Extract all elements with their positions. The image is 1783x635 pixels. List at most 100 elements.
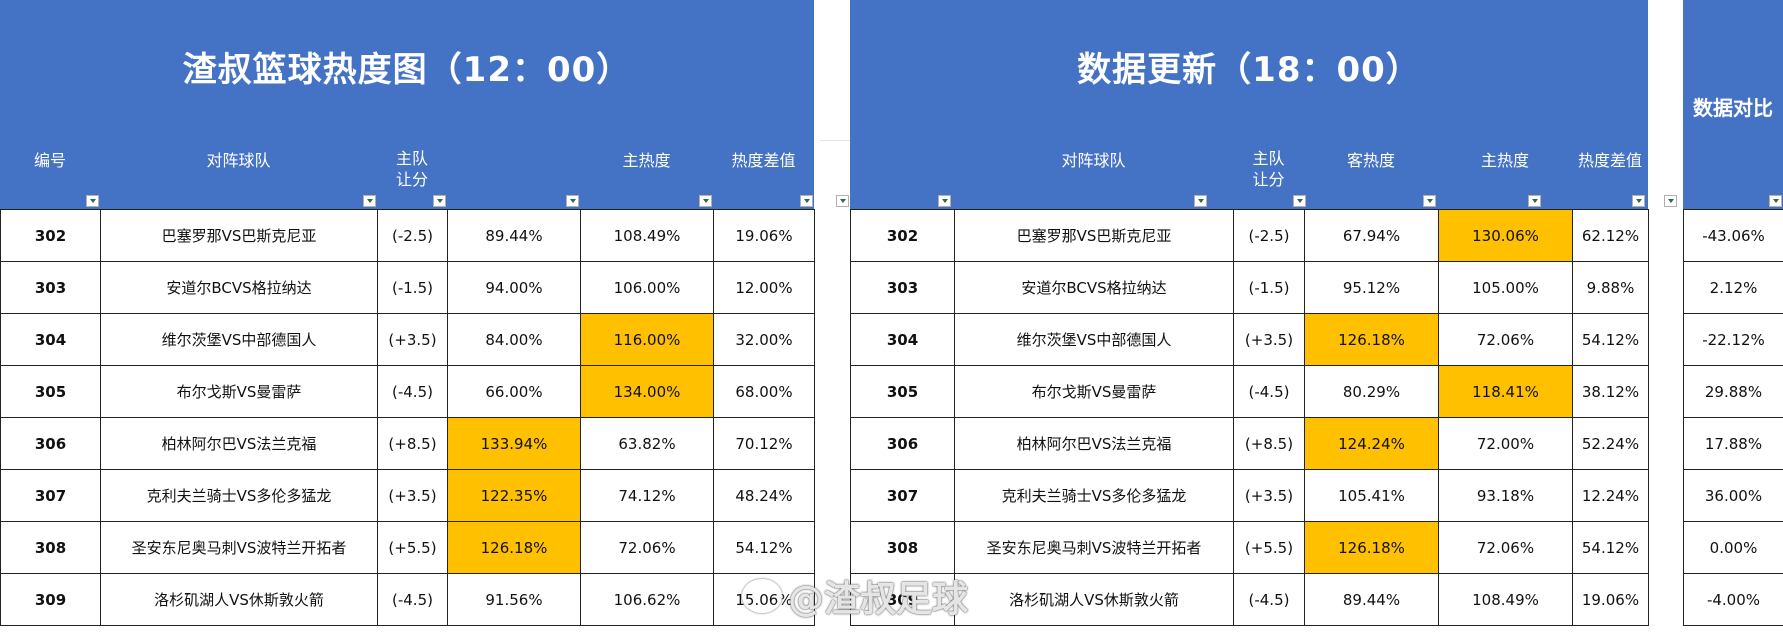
filter-dropdown-id-right[interactable] bbox=[938, 195, 951, 207]
table-row[interactable]: 305 布尔戈斯VS曼雷萨 (-4.5) 66.00% 134.00% 68.00% bbox=[0, 365, 815, 418]
cell-id[interactable]: 306 bbox=[850, 417, 955, 470]
cell-home-heat[interactable]: 72.00% bbox=[1438, 417, 1573, 470]
cell-home-heat[interactable]: 105.00% bbox=[1438, 261, 1573, 314]
cell-away-heat[interactable]: 84.00% bbox=[447, 313, 581, 366]
cell-id[interactable]: 308 bbox=[850, 521, 955, 574]
cell-diff[interactable]: 19.06% bbox=[713, 209, 815, 262]
table-row[interactable]: 305 布尔戈斯VS曼雷萨 (-4.5) 80.29% 118.41% 38.12% bbox=[850, 365, 1649, 418]
table-row[interactable]: 306 柏林阿尔巴VS法兰克福 (+8.5) 133.94% 63.82% 70.12% bbox=[0, 417, 815, 470]
table-row[interactable]: 303 安道尔BCVS格拉纳达 (-1.5) 94.00% 106.00% 12.00% bbox=[0, 261, 815, 314]
cell-diff[interactable]: 9.88% bbox=[1572, 261, 1649, 314]
cell-diff[interactable]: 68.00% bbox=[713, 365, 815, 418]
table-row[interactable]: 36.00% bbox=[1683, 469, 1783, 522]
filter-dropdown-handicap[interactable] bbox=[433, 195, 446, 207]
cell-compare[interactable]: 17.88% bbox=[1683, 417, 1783, 470]
cell-handicap[interactable]: (-2.5) bbox=[377, 209, 448, 262]
table-row[interactable]: -4.00% bbox=[1683, 573, 1783, 626]
cell-handicap[interactable]: (+3.5) bbox=[377, 313, 448, 366]
filter-dropdown-diff-right[interactable] bbox=[1632, 195, 1645, 207]
cell-handicap[interactable]: (+8.5) bbox=[1233, 417, 1305, 470]
cell-teams[interactable]: 布尔戈斯VS曼雷萨 bbox=[100, 365, 378, 418]
cell-diff[interactable]: 32.00% bbox=[713, 313, 815, 366]
filter-dropdown-home-heat[interactable] bbox=[699, 195, 712, 207]
cell-home-heat[interactable]: 72.06% bbox=[1438, 521, 1573, 574]
cell-handicap[interactable]: (-4.5) bbox=[377, 365, 448, 418]
cell-teams[interactable]: 巴塞罗那VS巴斯克尼亚 bbox=[100, 209, 378, 262]
table-row[interactable]: 308 圣安东尼奥马刺VS波特兰开拓者 (+5.5) 126.18% 72.06% 54.… bbox=[0, 521, 815, 574]
cell-home-heat[interactable]: 108.49% bbox=[580, 209, 714, 262]
cell-teams[interactable]: 柏林阿尔巴VS法兰克福 bbox=[100, 417, 378, 470]
filter-dropdown-away-heat[interactable] bbox=[566, 195, 579, 207]
cell-away-heat[interactable]: 89.44% bbox=[447, 209, 581, 262]
cell-teams[interactable]: 维尔茨堡VS中部德国人 bbox=[954, 313, 1234, 366]
table-row[interactable]: 308 圣安东尼奥马刺VS波特兰开拓者 (+5.5) 126.18% 72.06% 54.… bbox=[850, 521, 1649, 574]
cell-home-heat[interactable]: 116.00% bbox=[580, 313, 714, 366]
cell-compare[interactable]: 29.88% bbox=[1683, 365, 1783, 418]
cell-away-heat[interactable]: 91.56% bbox=[447, 573, 581, 626]
cell-diff[interactable]: 54.12% bbox=[1572, 313, 1649, 366]
cell-teams[interactable]: 克利夫兰骑士VS多伦多猛龙 bbox=[954, 469, 1234, 522]
table-row[interactable]: 306 柏林阿尔巴VS法兰克福 (+8.5) 124.24% 72.00% 52.24% bbox=[850, 417, 1649, 470]
cell-home-heat[interactable]: 74.12% bbox=[580, 469, 714, 522]
cell-teams[interactable]: 克利夫兰骑士VS多伦多猛龙 bbox=[100, 469, 378, 522]
cell-id[interactable]: 305 bbox=[0, 365, 101, 418]
filter-dropdown-away-heat-right[interactable] bbox=[1423, 195, 1436, 207]
cell-away-heat[interactable]: 126.18% bbox=[1304, 313, 1439, 366]
filter-dropdown-compare[interactable] bbox=[1769, 195, 1782, 207]
cell-id[interactable]: 303 bbox=[0, 261, 101, 314]
filter-dropdown-id[interactable] bbox=[86, 195, 99, 207]
cell-id[interactable]: 307 bbox=[850, 469, 955, 522]
cell-id[interactable]: 306 bbox=[0, 417, 101, 470]
table-row[interactable]: 29.88% bbox=[1683, 365, 1783, 418]
table-row[interactable]: -22.12% bbox=[1683, 313, 1783, 366]
cell-home-heat[interactable]: 106.62% bbox=[580, 573, 714, 626]
cell-handicap[interactable]: (-4.5) bbox=[377, 573, 448, 626]
cell-handicap[interactable]: (+3.5) bbox=[377, 469, 448, 522]
cell-id[interactable]: 303 bbox=[850, 261, 955, 314]
cell-handicap[interactable]: (-4.5) bbox=[1233, 573, 1305, 626]
cell-away-heat[interactable]: 94.00% bbox=[447, 261, 581, 314]
cell-handicap[interactable]: (-4.5) bbox=[1233, 365, 1305, 418]
cell-handicap[interactable]: (+3.5) bbox=[1233, 313, 1305, 366]
cell-handicap[interactable]: (-1.5) bbox=[1233, 261, 1305, 314]
cell-handicap[interactable]: (+3.5) bbox=[1233, 469, 1305, 522]
cell-diff[interactable]: 70.12% bbox=[713, 417, 815, 470]
cell-teams[interactable]: 圣安东尼奥马刺VS波特兰开拓者 bbox=[954, 521, 1234, 574]
table-row[interactable]: 302 巴塞罗那VS巴斯克尼亚 (-2.5) 67.94% 130.06% 62.12% bbox=[850, 209, 1649, 262]
cell-diff[interactable]: 52.24% bbox=[1572, 417, 1649, 470]
cell-diff[interactable]: 12.24% bbox=[1572, 469, 1649, 522]
filter-dropdown-gap[interactable] bbox=[836, 195, 849, 207]
table-row[interactable]: 304 维尔茨堡VS中部德国人 (+3.5) 126.18% 72.06% 54.12% bbox=[850, 313, 1649, 366]
table-row[interactable]: 302 巴塞罗那VS巴斯克尼亚 (-2.5) 89.44% 108.49% 19.06% bbox=[0, 209, 815, 262]
cell-handicap[interactable]: (+8.5) bbox=[377, 417, 448, 470]
cell-handicap[interactable]: (+5.5) bbox=[1233, 521, 1305, 574]
table-row[interactable]: 307 克利夫兰骑士VS多伦多猛龙 (+3.5) 105.41% 93.18% 12.24… bbox=[850, 469, 1649, 522]
cell-away-heat[interactable]: 122.35% bbox=[447, 469, 581, 522]
cell-diff[interactable]: 54.12% bbox=[1572, 521, 1649, 574]
cell-away-heat[interactable]: 126.18% bbox=[447, 521, 581, 574]
cell-id[interactable]: 308 bbox=[0, 521, 101, 574]
cell-id[interactable]: 309 bbox=[0, 573, 101, 626]
cell-compare[interactable]: -43.06% bbox=[1683, 209, 1783, 262]
table-row[interactable]: 309 洛杉矶湖人VS休斯敦火箭 (-4.5) 91.56% 106.62% 15.06% bbox=[0, 573, 815, 626]
cell-id[interactable]: 304 bbox=[0, 313, 101, 366]
table-row[interactable]: 2.12% bbox=[1683, 261, 1783, 314]
cell-handicap[interactable]: (+5.5) bbox=[377, 521, 448, 574]
cell-teams[interactable]: 布尔戈斯VS曼雷萨 bbox=[954, 365, 1234, 418]
cell-home-heat[interactable]: 134.00% bbox=[580, 365, 714, 418]
cell-home-heat[interactable]: 63.82% bbox=[580, 417, 714, 470]
cell-compare[interactable]: 0.00% bbox=[1683, 521, 1783, 574]
cell-away-heat[interactable]: 126.18% bbox=[1304, 521, 1439, 574]
cell-home-heat[interactable]: 108.49% bbox=[1438, 573, 1573, 626]
table-row[interactable]: -43.06% bbox=[1683, 209, 1783, 262]
cell-id[interactable]: 302 bbox=[0, 209, 101, 262]
cell-teams[interactable]: 安道尔BCVS格拉纳达 bbox=[954, 261, 1234, 314]
cell-compare[interactable]: 2.12% bbox=[1683, 261, 1783, 314]
cell-diff[interactable]: 12.00% bbox=[713, 261, 815, 314]
cell-away-heat[interactable]: 80.29% bbox=[1304, 365, 1439, 418]
table-row[interactable]: 17.88% bbox=[1683, 417, 1783, 470]
filter-dropdown-gap-2[interactable] bbox=[1664, 195, 1677, 207]
cell-away-heat[interactable]: 133.94% bbox=[447, 417, 581, 470]
cell-handicap[interactable]: (-1.5) bbox=[377, 261, 448, 314]
cell-home-heat[interactable]: 130.06% bbox=[1438, 209, 1573, 262]
